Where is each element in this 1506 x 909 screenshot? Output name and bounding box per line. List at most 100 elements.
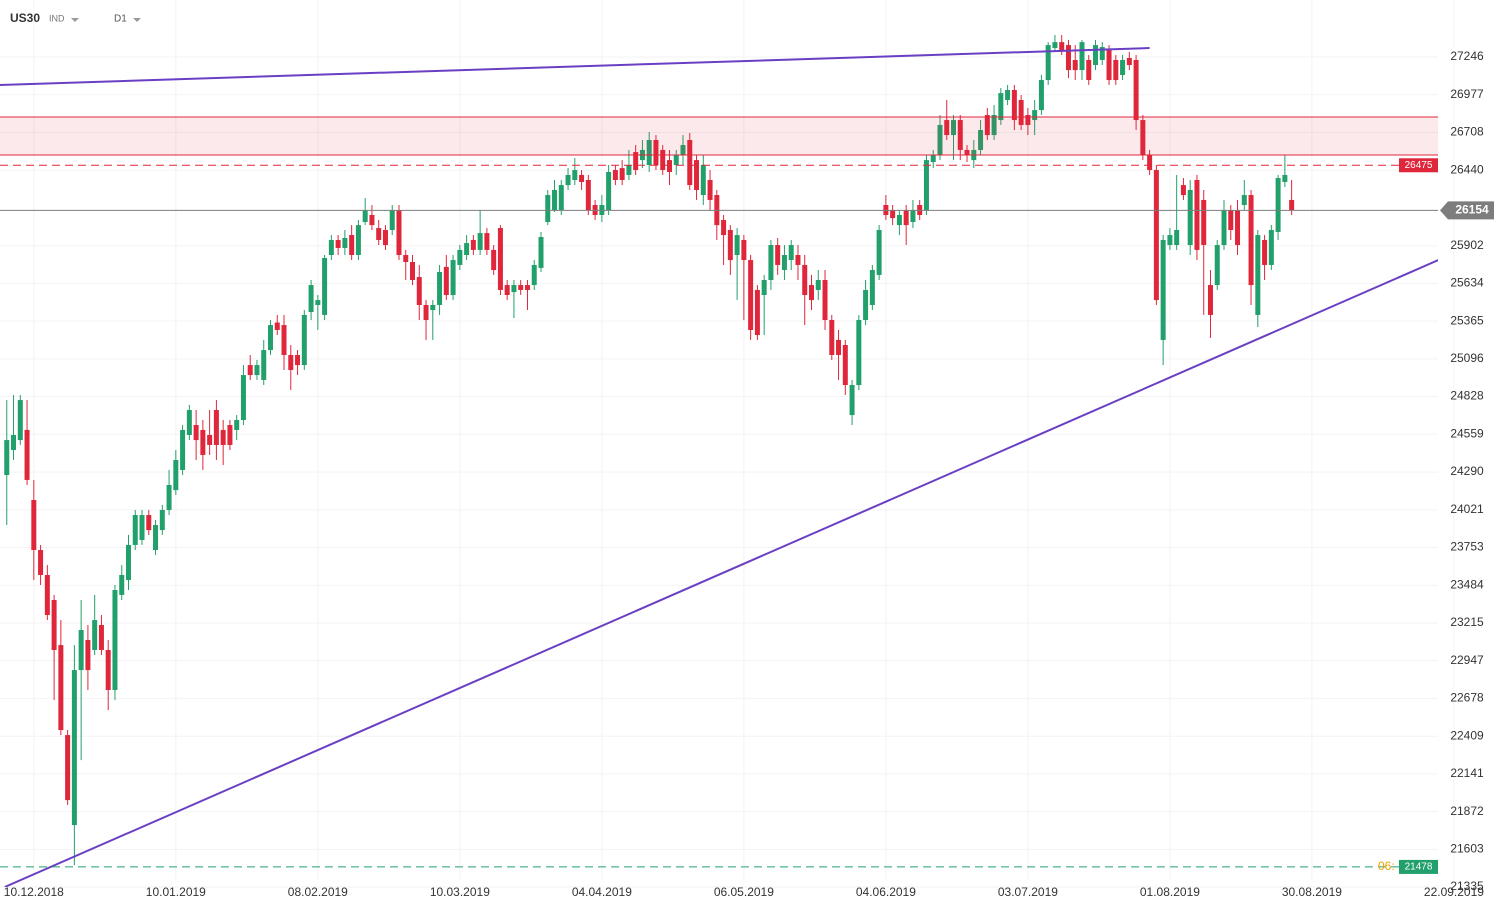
candle-body (301, 314, 307, 366)
candle-body (842, 344, 848, 386)
candle-body (1201, 199, 1207, 246)
candle-body (497, 228, 503, 290)
candle-body (410, 262, 416, 280)
candle-body (802, 264, 808, 296)
candle-body (538, 237, 544, 268)
candle-body (24, 429, 30, 480)
resistance-zone (0, 116, 1438, 156)
candle-body (984, 114, 990, 136)
candle-body (92, 620, 98, 650)
candle-body (180, 429, 186, 470)
y-tick-label: 26708 (1450, 125, 1484, 139)
candle-body (951, 120, 957, 136)
candle-body (51, 599, 57, 650)
candle-body (1038, 80, 1044, 111)
candle-body (153, 525, 159, 551)
y-tick-label: 21872 (1450, 804, 1484, 818)
candle-body (369, 214, 375, 226)
candle-body (978, 130, 984, 150)
candle-body (930, 155, 936, 163)
candle-body (660, 149, 666, 171)
candle-body (849, 385, 855, 416)
candle-body (1106, 49, 1112, 81)
candle-body (1140, 120, 1146, 156)
candle-body (207, 435, 213, 445)
candle-body (31, 500, 37, 551)
candle-body (1275, 178, 1281, 232)
candle-body (389, 210, 395, 230)
candle-body (58, 645, 64, 731)
candle-body (896, 214, 902, 226)
candle-body (585, 180, 591, 211)
candle-body (1147, 155, 1153, 171)
candle-body (1282, 174, 1288, 182)
candle-body (200, 429, 206, 455)
dropdown-caret[interactable] (133, 18, 141, 22)
candle-body (727, 229, 733, 261)
candle-body (335, 239, 341, 248)
candle-body (680, 145, 686, 156)
candle-body (1086, 59, 1092, 81)
candle-body (937, 124, 943, 156)
candle-body (565, 174, 571, 186)
candle-body (673, 155, 679, 165)
candle-body (1214, 245, 1220, 286)
candle-body (159, 509, 165, 531)
candle-body (1187, 189, 1193, 246)
candle-body (741, 239, 747, 261)
y-tick-label: 21335 (1450, 879, 1484, 893)
y-tick-label: 26440 (1450, 162, 1484, 176)
axes: 27246 26977 26708 26440 25902 25634 25365 25096… (4, 49, 1494, 899)
candle-body (869, 270, 875, 305)
candle-body (362, 210, 368, 222)
candle-body (775, 245, 781, 265)
candle-body (1160, 239, 1166, 340)
candle-body (38, 550, 44, 575)
candle-body (876, 229, 882, 275)
header: US30 IND D1 (10, 11, 141, 25)
candle-body (17, 400, 23, 441)
y-tick-label: 23484 (1450, 577, 1484, 591)
candle-body (822, 279, 828, 321)
candle-body (11, 435, 17, 451)
market[interactable]: IND (49, 13, 65, 23)
timeframe[interactable]: D1 (114, 14, 127, 25)
candle-body (112, 590, 118, 690)
candle-body (944, 120, 950, 136)
candle-body (1289, 199, 1295, 211)
candle-body (666, 160, 672, 173)
candle-body (964, 149, 970, 156)
candle-body (829, 320, 835, 355)
y-tick-label: 24559 (1450, 426, 1484, 440)
y-tick-label: 24021 (1450, 502, 1484, 516)
symbol[interactable]: US30 (10, 11, 40, 25)
x-tick-label: 30.08.2019 (1282, 885, 1342, 899)
candle-body (261, 350, 267, 380)
candle-body (139, 515, 145, 541)
candle-body (1072, 59, 1078, 71)
x-tick-label: 06.05.2019 (714, 885, 774, 899)
x-tick-label: 03.07.2019 (998, 885, 1058, 899)
candle-body (856, 320, 862, 386)
dropdown-caret[interactable] (71, 18, 79, 22)
candle-body (646, 139, 652, 165)
candle-body (477, 233, 483, 250)
y-tick-label: 25096 (1450, 351, 1484, 365)
candle-body (754, 289, 760, 336)
candle-body (721, 220, 727, 236)
candle-body (1207, 285, 1213, 315)
candle-body (1268, 229, 1274, 265)
y-tick-label: 22409 (1450, 728, 1484, 742)
candle-body (382, 229, 388, 246)
candle-body (1194, 180, 1200, 250)
y-tick-label: 25902 (1450, 238, 1484, 252)
candle-body (376, 228, 382, 240)
candle-body (98, 624, 104, 650)
candle-body (349, 235, 355, 255)
candle-body (606, 172, 612, 211)
candle-body (4, 440, 10, 476)
candle-body (1059, 42, 1065, 50)
candle-body (957, 120, 963, 150)
candle-body (734, 235, 740, 255)
candle-body (653, 139, 659, 165)
